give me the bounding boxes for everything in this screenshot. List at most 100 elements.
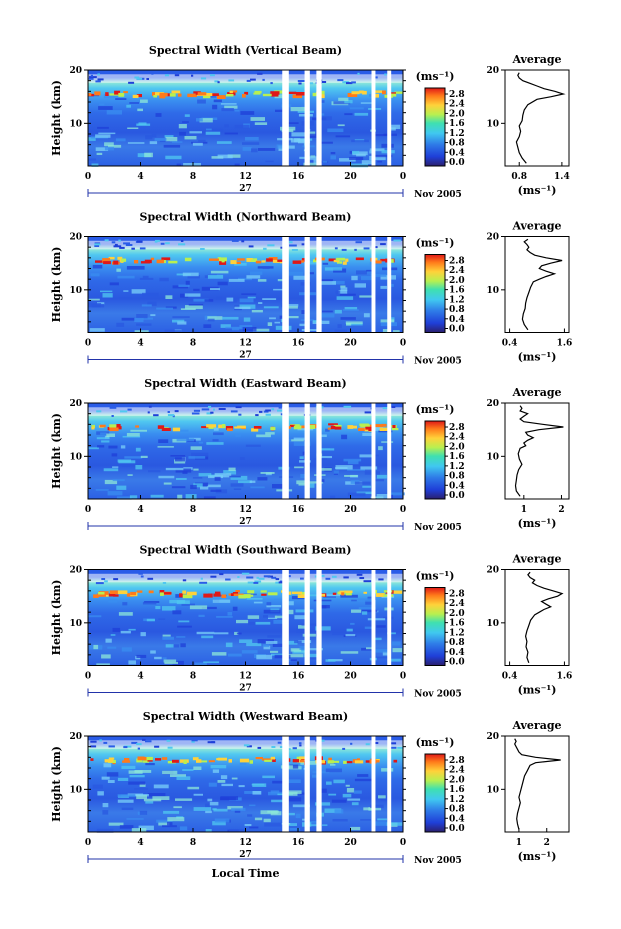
heatmap-cell [215,489,228,494]
sparse-echo [301,243,305,246]
sparse-echo [380,243,386,246]
sparse-echo [237,576,240,578]
sparse-echo [137,747,140,750]
average-x-tick-label: 2 [544,838,550,848]
x-tick-label: 0 [85,672,91,682]
sparse-echo [191,740,195,743]
y-tick-label: 20 [69,66,82,76]
colorbar-tick-label: 1.2 [449,129,465,139]
sparse-echo [297,80,305,82]
sparse-echo [103,741,108,744]
heatmap-cell [265,641,278,644]
heatmap-cell [382,651,390,656]
band-cell [228,759,232,763]
heatmap-cell [322,160,328,163]
heatmap-cell [299,456,304,459]
chart-title: Spectral Width (Northward Beam) [140,211,352,224]
heatmap-cell [324,267,343,271]
band-cell [203,93,213,96]
heatmap-cell [333,470,339,474]
band-cell [391,428,399,431]
heatmap-cell [320,605,330,609]
heatmap-cell [317,468,332,471]
heatmap-cell [378,446,383,451]
heatmap-cell [225,642,233,648]
heatmap-cell [131,289,146,294]
heatmap-cell [134,788,148,790]
data-gap-2 [304,569,310,666]
heatmap-cell [336,296,354,300]
panel-4: Spectral Width (Southward Beam) Height (k… [50,544,572,700]
sparse-echo [275,581,280,584]
sparse-echo [178,243,186,246]
heatmap-cell [89,328,105,332]
sparse-echo [114,243,118,246]
band-cell [232,592,238,596]
heatmap-cell [96,828,114,833]
colorbar-tick-label: 0.8 [449,638,465,648]
band-cell [301,258,307,262]
sparse-echo [182,579,187,582]
heatmap-cell [163,659,177,663]
sparse-echo [165,242,170,245]
band-cell [136,94,142,98]
heatmap-cell [207,798,213,802]
x-tick-label: 4 [137,505,143,515]
heatmap-cell [228,467,236,471]
data-gap-3 [316,70,322,166]
heatmap-cell [207,484,221,488]
average-x-tick-label: 1 [516,838,522,848]
heatmap-cell [370,273,387,277]
heatmap-cell [286,609,294,615]
sparse-echo [230,410,238,413]
heatmap-cell [251,310,263,313]
heatmap-cell [241,650,258,654]
heatmap-cell [325,659,336,662]
band-cell [327,427,331,430]
heatmap-cell [289,828,301,831]
colorbar [424,87,446,167]
heatmap-cell [294,640,302,644]
heatmap-cell [241,293,257,295]
x-axis-label: Local Time [212,867,280,880]
heatmap-cell [356,270,367,275]
heatmap-cell [226,297,234,302]
heatmap-cell [140,99,148,103]
sparse-echo [270,82,273,85]
band-cell [226,94,234,97]
colorbar-tick-label: 2.8 [449,423,465,433]
sparse-echo [147,411,150,414]
heatmap-cell [180,293,189,298]
heatmap-cell [303,653,322,658]
sparse-echo [218,408,226,410]
heatmap-cell [88,137,96,141]
band-cell [166,93,173,97]
heatmap-cell [357,598,374,602]
band-cell [121,258,127,262]
heatmap-cell [312,774,319,778]
heatmap-cell [308,824,321,827]
band-cell [222,424,226,428]
band-cell [98,592,105,595]
heatmap-cell [293,441,311,446]
band-cell [206,424,217,428]
heatmap-cell [337,124,345,127]
sparse-echo [382,407,389,410]
band-cell [177,93,182,97]
band-cell [159,92,168,97]
colorbar-tick-label: 2.4 [449,100,465,110]
heatmap-cell [223,470,237,475]
heatmap-cell [234,306,251,310]
sparse-echo [138,572,143,575]
heatmap-cell [193,807,212,811]
sparse-echo [397,746,404,749]
date-label: Nov 2005 [414,190,462,200]
heatmap-cell [145,135,153,140]
heatmap-cell [388,658,401,662]
heatmap-cell [275,109,288,112]
band-cell [380,258,388,262]
sparse-band [88,407,403,416]
heatmap-cell [340,317,356,320]
heatmap-cell [177,494,183,499]
heatmap-cell [380,285,387,289]
